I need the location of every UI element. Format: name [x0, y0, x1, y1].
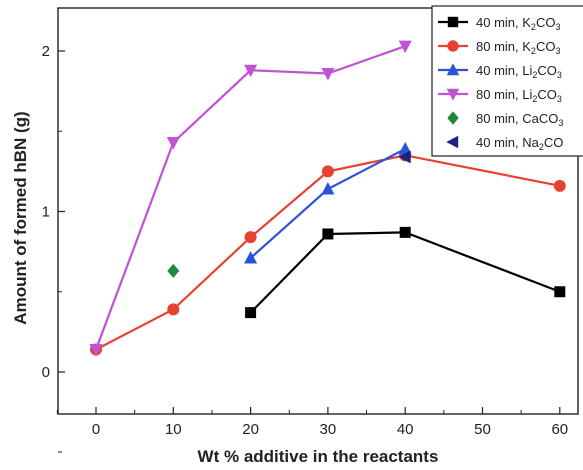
series-5 [167, 263, 180, 278]
series-1 [245, 226, 566, 319]
series-line [95, 154, 561, 351]
legend-label: 80 min, CaCO3 [476, 111, 563, 128]
x-tick-label: 50 [474, 421, 491, 438]
series-layer [89, 40, 566, 357]
legend-entry: 80 min, Li2CO3 [438, 87, 562, 104]
legend-entry: 80 min, CaCO3 [447, 111, 563, 128]
y-tick-label: 0 [42, 364, 50, 381]
x-tick-label: 0 [92, 421, 100, 438]
x-tick-label: 10 [165, 421, 182, 438]
data-point [167, 303, 180, 316]
legend-label: 40 min, Na2CO [476, 135, 563, 152]
series-3 [244, 141, 412, 264]
data-point [321, 165, 334, 178]
legend-marker [447, 16, 459, 28]
data-point [245, 307, 257, 319]
x-tick-label: 30 [320, 421, 337, 438]
data-point [244, 251, 258, 264]
legend-entry: 40 min, Na2CO [446, 135, 563, 152]
data-point [399, 226, 411, 238]
data-point [554, 286, 566, 298]
y-axis-ticks: 0 1 2 [42, 43, 65, 453]
data-point [322, 228, 334, 240]
data-point [398, 150, 411, 164]
data-point [398, 141, 412, 155]
legend-label: 40 min, Li2CO3 [476, 63, 562, 80]
legend-entry: 40 min, K2CO3 [438, 15, 560, 32]
series-2 [90, 149, 566, 356]
x-tick-label: 20 [242, 421, 259, 438]
series-4 [89, 40, 412, 357]
legend-marker [447, 111, 459, 125]
x-axis-ticks: 0 10 20 30 40 50 60 [56, 407, 568, 438]
series-6 [398, 150, 411, 164]
legend-label: 40 min, K2CO3 [476, 15, 560, 32]
x-tick-label: 60 [551, 421, 568, 438]
legend-marker [446, 88, 460, 101]
series-line [249, 147, 406, 259]
legend-marker [447, 40, 459, 52]
data-point [553, 179, 566, 192]
data-point [89, 344, 103, 357]
legend-label: 80 min, K2CO3 [476, 39, 560, 56]
legend: 40 min, K2CO3 80 min, K2CO3 40 min, Li2CO3… [431, 5, 583, 157]
x-axis-title: Wt % additive in the reactants [198, 447, 439, 466]
data-point [321, 182, 335, 195]
data-point [398, 40, 412, 54]
data-point [166, 136, 180, 150]
x-tick-label: 40 [397, 421, 414, 438]
legend-marker [446, 135, 459, 149]
legend-box [431, 5, 583, 157]
legend-marker [446, 63, 460, 76]
y-tick-label: 1 [42, 204, 50, 221]
y-axis-title: Amount of formed hBN (g) [11, 111, 30, 324]
data-point [321, 67, 335, 81]
data-point [244, 231, 257, 244]
series-line [94, 45, 406, 350]
series-line [249, 231, 561, 314]
y-tick-label: 2 [42, 43, 50, 60]
legend-entry: 40 min, Li2CO3 [438, 63, 562, 80]
data-point [244, 64, 258, 78]
data-point [167, 263, 180, 278]
legend-entry: 80 min, K2CO3 [438, 39, 560, 56]
legend-label: 80 min, Li2CO3 [476, 87, 562, 104]
